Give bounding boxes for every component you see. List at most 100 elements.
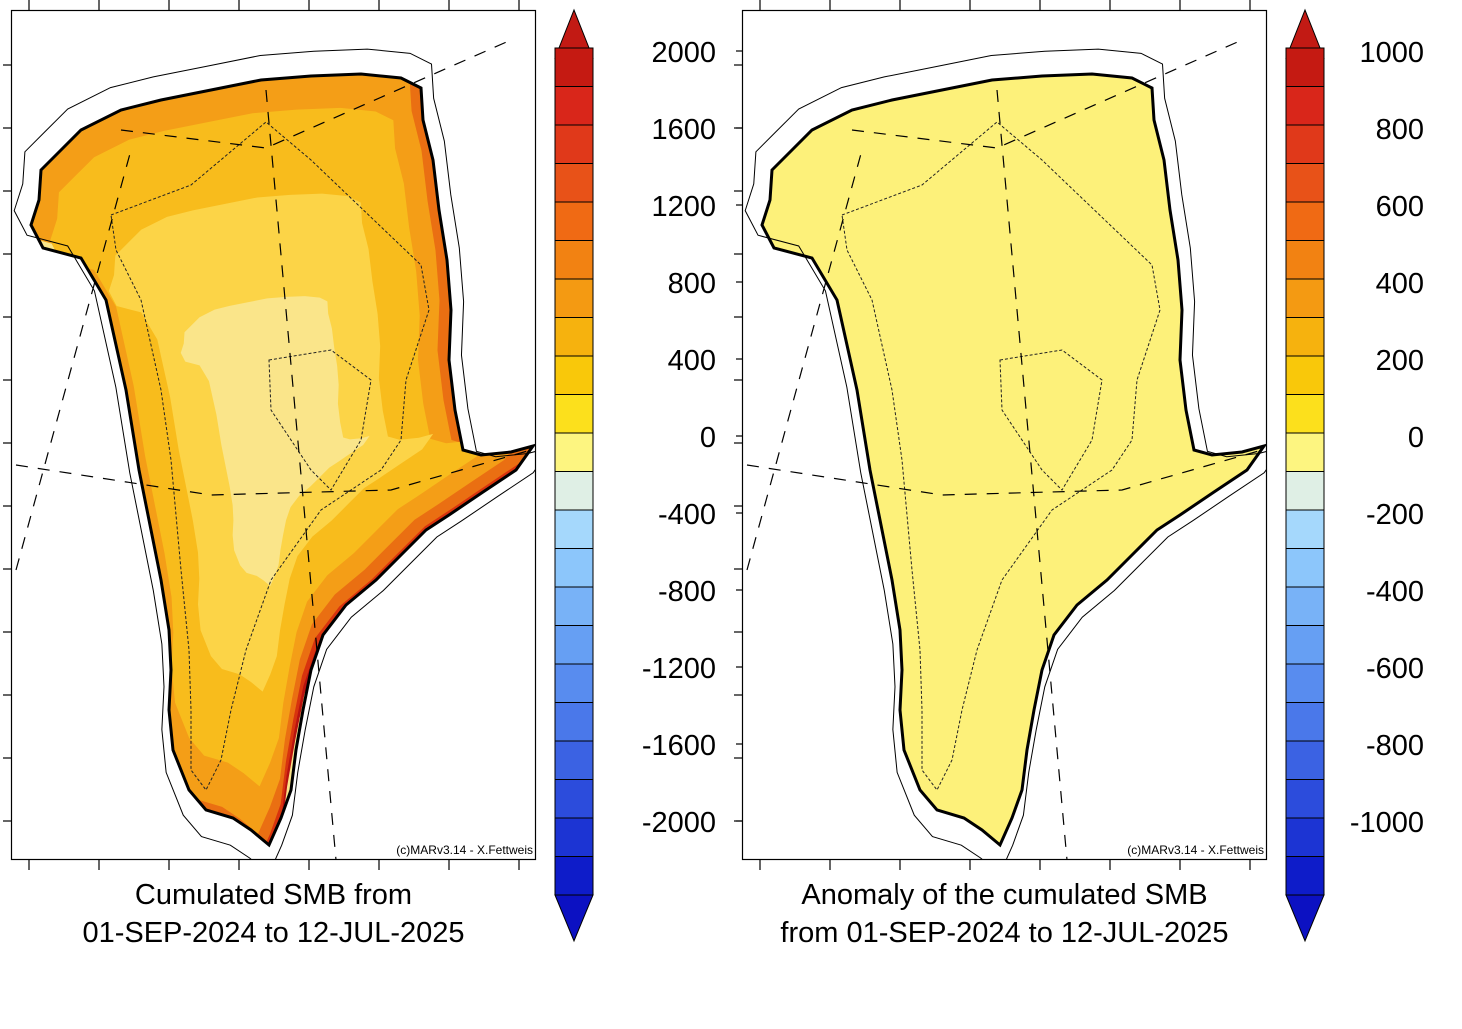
colorbar-segment bbox=[1285, 355, 1325, 395]
colorbar-tick-label: 800 bbox=[668, 268, 716, 300]
colorbar-tick-label: -600 bbox=[1366, 653, 1424, 685]
colorbar-tick-label: 800 bbox=[1376, 114, 1424, 146]
elevation-contour bbox=[110, 121, 430, 791]
colorbar-low-arrow bbox=[554, 894, 594, 943]
colorbar-segment bbox=[554, 432, 594, 472]
colorbar-segment bbox=[1285, 86, 1325, 126]
colorbar-segment bbox=[1285, 779, 1325, 819]
colorbar-segment bbox=[554, 278, 594, 318]
colorbar-segment bbox=[554, 47, 594, 87]
ice-sheet-margin bbox=[760, 72, 1267, 848]
map-frame bbox=[10, 9, 537, 861]
graticule-line bbox=[746, 449, 1263, 496]
colorbar-segment bbox=[1285, 471, 1325, 511]
colorbar-segment bbox=[554, 586, 594, 626]
colorbar-segment bbox=[554, 779, 594, 819]
elevation-contour bbox=[841, 121, 1161, 791]
colorbar-tick-label: 400 bbox=[1376, 268, 1424, 300]
colorbar-tick-label: -400 bbox=[658, 499, 716, 531]
colorbar-segment bbox=[1285, 124, 1325, 164]
colorbar-segment bbox=[1285, 586, 1325, 626]
colorbar-segment bbox=[554, 163, 594, 203]
colorbar-tick-label: 200 bbox=[1376, 345, 1424, 377]
graticule-line bbox=[15, 149, 132, 571]
credit-label: (c)MARv3.14 - X.Fettweis bbox=[1127, 843, 1264, 857]
colorbar-segment bbox=[554, 201, 594, 241]
colorbar-tick-label: 1200 bbox=[651, 191, 716, 223]
land-outline bbox=[13, 48, 536, 860]
colorbar-segment bbox=[1285, 240, 1325, 280]
colorbar-segment bbox=[1285, 394, 1325, 434]
colorbar-segment bbox=[554, 124, 594, 164]
colorbar-segment bbox=[1285, 663, 1325, 703]
colorbar-segment bbox=[1285, 201, 1325, 241]
graticule-line bbox=[996, 89, 1068, 860]
colorbar-segment bbox=[554, 509, 594, 549]
colorbar-tick-label: -400 bbox=[1366, 576, 1424, 608]
colorbar-segment bbox=[554, 394, 594, 434]
colorbar-tick-label: -1200 bbox=[642, 653, 716, 685]
colorbar-segment bbox=[554, 702, 594, 742]
colorbar-tick-label: 2000 bbox=[651, 37, 716, 69]
colorbar-segment bbox=[1285, 432, 1325, 472]
map-panel-anomaly: (c)MARv3.14 - X.Fettweis 1000 800 600 400 200… bbox=[734, 0, 1424, 943]
colorbar-segment bbox=[1285, 702, 1325, 742]
map-frame bbox=[741, 9, 1268, 861]
colorbar-tick-label: 1000 bbox=[1359, 37, 1424, 69]
map-panel-cumulated: (c)MARv3.14 - X.Fettweis 2000 1600 1200 800 4… bbox=[3, 0, 746, 943]
graticule-line bbox=[265, 89, 337, 860]
colorbar-tick-label: -800 bbox=[1366, 730, 1424, 762]
left-caption-line-2: 01-SEP-2024 to 12-JUL-2025 bbox=[82, 917, 465, 949]
colorbar-tick-label: 600 bbox=[1376, 191, 1424, 223]
ridge-contour bbox=[268, 349, 372, 491]
colorbar-segment bbox=[554, 740, 594, 780]
colorbar-segment bbox=[554, 86, 594, 126]
colorbar-tick-label: 1600 bbox=[651, 114, 716, 146]
colorbar-tick-label: -2000 bbox=[642, 807, 716, 839]
colorbar-segment bbox=[554, 471, 594, 511]
colorbar-segment bbox=[1285, 163, 1325, 203]
ice-core bbox=[844, 196, 1174, 702]
colorbar-segment bbox=[554, 240, 594, 280]
ice-sheet-margin bbox=[29, 72, 536, 848]
colorbar-cumulated: 2000 1600 1200 800 400 0 -400 -800 -1200 -1600 -20… bbox=[554, 8, 746, 943]
colorbar-segment bbox=[554, 625, 594, 665]
right-caption-line-1: Anomaly of the cumulated SMB bbox=[801, 879, 1208, 911]
colorbar-segment bbox=[1285, 856, 1325, 896]
left-caption-line-1: Cumulated SMB from bbox=[134, 879, 413, 911]
right-caption-line-2: from 01-SEP-2024 to 12-JUL-2025 bbox=[780, 917, 1229, 949]
colorbar-segment bbox=[1285, 317, 1325, 357]
colorbar-segment bbox=[1285, 625, 1325, 665]
colorbar-tick-label: -1000 bbox=[1350, 807, 1424, 839]
colorbar-segment bbox=[554, 548, 594, 588]
colorbar-segment bbox=[554, 663, 594, 703]
colorbar-segment bbox=[554, 856, 594, 896]
graticule-line bbox=[851, 39, 1243, 149]
ice-core bbox=[180, 296, 370, 587]
colorbar-segment bbox=[1285, 509, 1325, 549]
colorbar-segment bbox=[554, 355, 594, 395]
ridge-contour bbox=[999, 349, 1103, 491]
graticule-line bbox=[15, 449, 532, 496]
colorbar-anomaly: 1000 800 600 400 200 0 -200 -400 -600 -800 -1000 bbox=[1285, 8, 1424, 943]
colorbar-tick-label: 0 bbox=[700, 422, 716, 454]
colorbar-tick-label: 400 bbox=[668, 345, 716, 377]
left-panel-caption: Cumulated SMB from 01-SEP-2024 to 12-JUL… bbox=[11, 876, 536, 952]
colorbar-tick-label: 0 bbox=[1408, 422, 1424, 454]
colorbar-tick-label: -1600 bbox=[642, 730, 716, 762]
colorbar-segment bbox=[1285, 47, 1325, 87]
colorbar-segment bbox=[1285, 740, 1325, 780]
right-panel-caption: Anomaly of the cumulated SMB from 01-SEP… bbox=[742, 876, 1267, 952]
colorbar-segment bbox=[554, 817, 594, 857]
colorbar-segment bbox=[1285, 817, 1325, 857]
colorbar-tick-label: -200 bbox=[1366, 499, 1424, 531]
graticule-line bbox=[746, 149, 863, 571]
colorbar-segment bbox=[1285, 278, 1325, 318]
colorbar-low-arrow bbox=[1285, 894, 1325, 943]
graticule-line bbox=[120, 39, 512, 149]
colorbar-tick-label: -800 bbox=[658, 576, 716, 608]
credit-label: (c)MARv3.14 - X.Fettweis bbox=[396, 843, 533, 857]
colorbar-segment bbox=[1285, 548, 1325, 588]
